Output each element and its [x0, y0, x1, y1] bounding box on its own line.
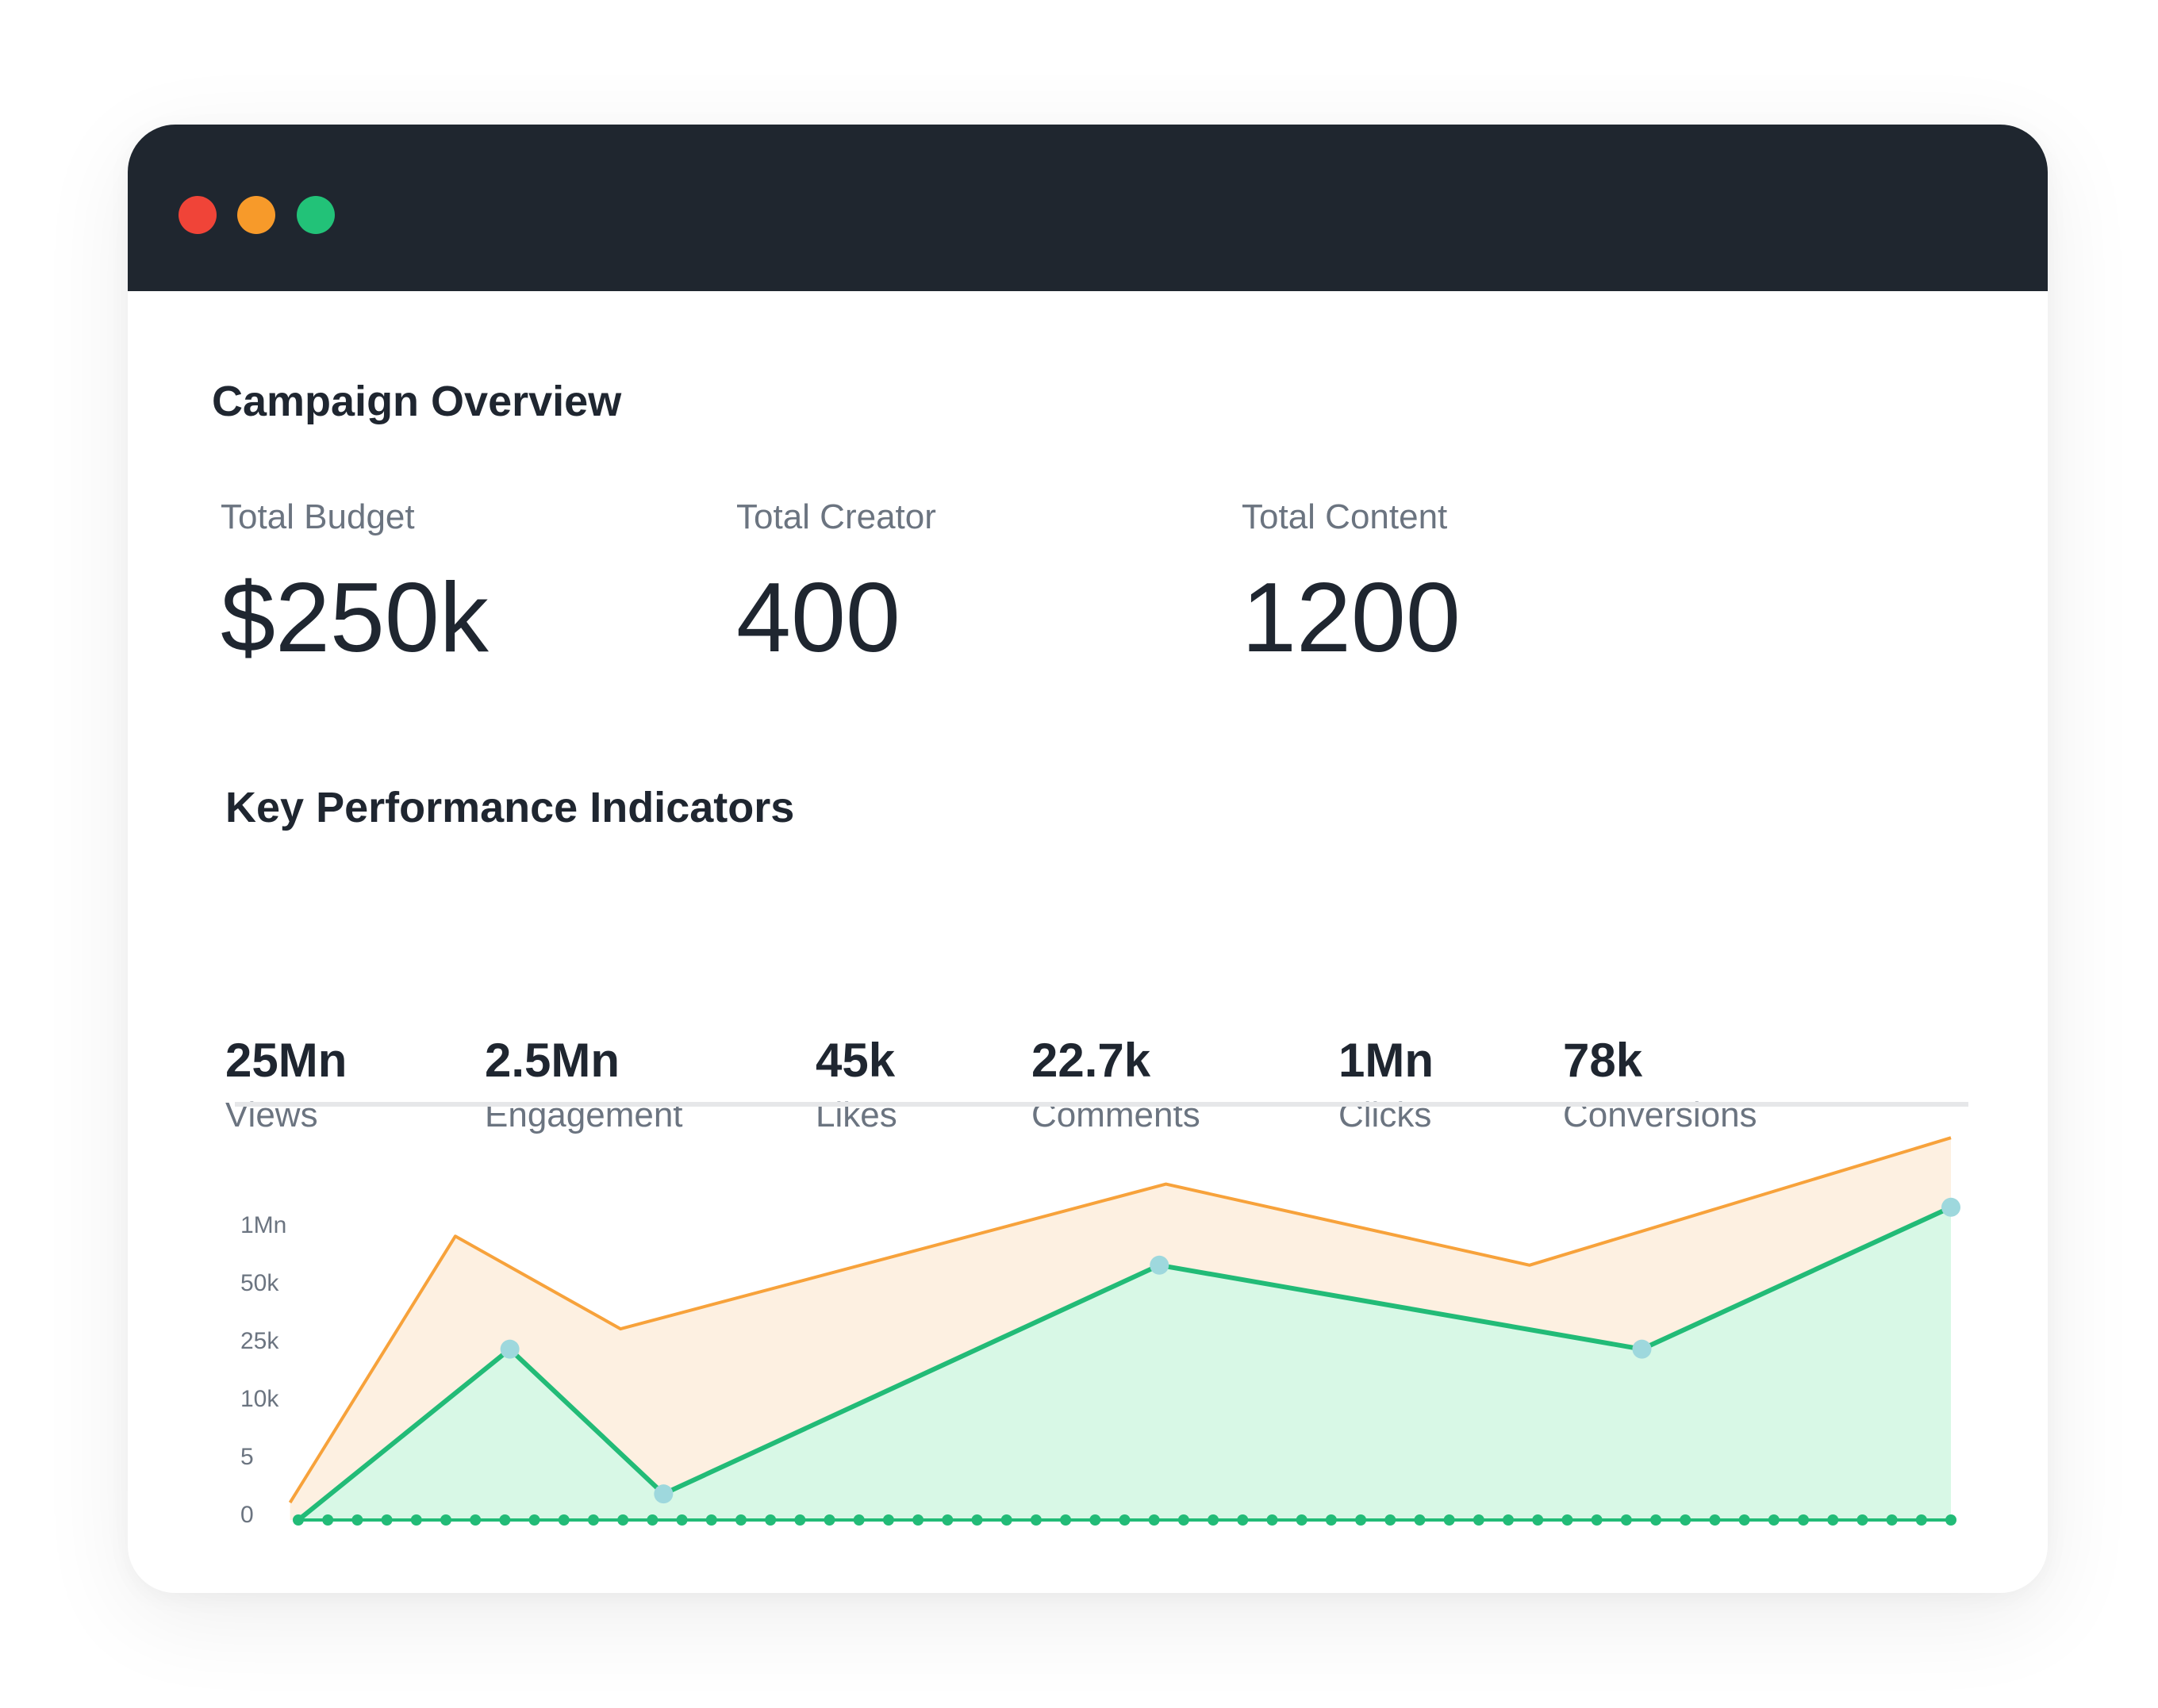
baseline-dot — [1915, 1514, 1927, 1526]
series-0-line — [288, 1136, 1952, 1504]
y-tick-label: 5 — [240, 1444, 254, 1470]
baseline-dot — [1089, 1514, 1101, 1526]
kpi-value: 78k — [1563, 1034, 1643, 1087]
stat-label: Total Content — [1242, 497, 1448, 536]
baseline-dot — [647, 1514, 659, 1526]
baseline-dot — [1650, 1514, 1662, 1526]
baseline-dot — [1798, 1514, 1810, 1526]
baseline-dot — [1237, 1514, 1249, 1526]
baseline-dot — [1060, 1514, 1072, 1526]
baseline-dot — [1827, 1514, 1839, 1526]
data-point-marker — [500, 1339, 520, 1359]
stat-label: Total Creator — [736, 497, 936, 536]
campaign-overview-heading: Campaign Overview — [212, 378, 622, 425]
stat-label: Total Budget — [221, 497, 415, 536]
baseline-dot — [470, 1514, 482, 1526]
minimize-window-button[interactable] — [237, 196, 275, 234]
kpi-value: 25Mn — [225, 1034, 348, 1087]
baseline-dot — [1532, 1514, 1544, 1526]
baseline-dot — [705, 1514, 717, 1526]
close-window-button[interactable] — [179, 196, 217, 234]
baseline-dot — [1709, 1514, 1721, 1526]
stat-value: $250k — [221, 563, 489, 673]
baseline-dot — [1945, 1514, 1956, 1526]
baseline-dot — [1620, 1514, 1632, 1526]
baseline-dot — [882, 1514, 894, 1526]
baseline-dot — [1384, 1514, 1396, 1526]
baseline-dot — [853, 1514, 865, 1526]
baseline-dot — [1886, 1514, 1898, 1526]
baseline-dot — [1325, 1514, 1337, 1526]
baseline-dot — [824, 1514, 835, 1526]
baseline-dot — [381, 1514, 393, 1526]
baseline-dot — [1414, 1514, 1426, 1526]
stat-total-creator: Total Creator 400 — [736, 497, 936, 667]
window-titlebar — [128, 125, 2048, 291]
baseline-dot — [1738, 1514, 1750, 1526]
kpi-value: 2.5Mn — [485, 1034, 620, 1087]
baseline-dot — [676, 1514, 688, 1526]
baseline-dot — [971, 1514, 983, 1526]
baseline-dot — [1768, 1514, 1780, 1526]
series-1-area — [298, 1207, 1951, 1520]
baseline-dot — [794, 1514, 806, 1526]
baseline-dot — [1591, 1514, 1603, 1526]
baseline-dot — [528, 1514, 540, 1526]
baseline-dot — [1030, 1514, 1042, 1526]
chart-markers — [500, 1197, 1960, 1504]
baseline-dot — [1177, 1514, 1189, 1526]
baseline-dot — [1266, 1514, 1278, 1526]
stat-total-content: Total Content 1200 — [1242, 497, 1461, 667]
y-tick-label: 0 — [240, 1502, 254, 1528]
app-window: Campaign Overview Total Budget $250k Tot… — [128, 125, 2048, 1593]
baseline-dot — [912, 1514, 924, 1526]
baseline-dot — [1119, 1514, 1131, 1526]
data-point-marker — [1150, 1255, 1169, 1275]
baseline-dot — [351, 1514, 363, 1526]
y-tick-label: 10k — [240, 1386, 279, 1412]
kpi-heading: Key Performance Indicators — [225, 784, 795, 831]
baseline-dot — [1473, 1514, 1484, 1526]
data-point-marker — [654, 1484, 674, 1504]
baseline-dot — [1208, 1514, 1219, 1526]
y-tick-label: 25k — [240, 1328, 279, 1354]
baseline-dot — [293, 1514, 304, 1526]
y-axis-ticks: 0 5 10k 25k 50k 1Mn — [240, 1212, 286, 1528]
baseline-dot — [617, 1514, 629, 1526]
baseline-dot — [322, 1514, 334, 1526]
performance-area-chart: 0 5 10k 25k 50k 1Mn — [235, 1102, 1968, 1528]
stat-value: 400 — [736, 563, 900, 673]
baseline-dot — [1355, 1514, 1367, 1526]
kpi-value: 45k — [816, 1034, 896, 1087]
baseline-dot — [1296, 1514, 1307, 1526]
baseline-dot — [558, 1514, 570, 1526]
baseline-dot — [1680, 1514, 1691, 1526]
baseline-dot — [1443, 1514, 1455, 1526]
data-point-marker — [1941, 1197, 1960, 1217]
chart-series — [288, 1136, 1953, 1522]
baseline-dot — [410, 1514, 422, 1526]
chart-baseline — [293, 1514, 1956, 1526]
stat-value: 1200 — [1242, 563, 1461, 673]
y-tick-label: 1Mn — [240, 1212, 286, 1238]
series-1-line — [297, 1205, 1953, 1522]
maximize-window-button[interactable] — [297, 196, 335, 234]
baseline-dot — [1503, 1514, 1515, 1526]
baseline-dot — [1561, 1514, 1573, 1526]
data-point-marker — [1632, 1339, 1652, 1359]
kpi-value: 22.7k — [1031, 1034, 1151, 1087]
baseline-dot — [440, 1514, 451, 1526]
kpi-value: 1Mn — [1338, 1034, 1434, 1087]
baseline-dot — [1148, 1514, 1160, 1526]
baseline-dot — [942, 1514, 954, 1526]
baseline-dot — [587, 1514, 599, 1526]
stat-total-budget: Total Budget $250k — [221, 497, 489, 667]
baseline-dot — [735, 1514, 747, 1526]
baseline-dot — [499, 1514, 511, 1526]
baseline-dot — [1000, 1514, 1012, 1526]
baseline-dot — [765, 1514, 777, 1526]
baseline-dot — [1857, 1514, 1868, 1526]
y-tick-label: 50k — [240, 1270, 279, 1296]
